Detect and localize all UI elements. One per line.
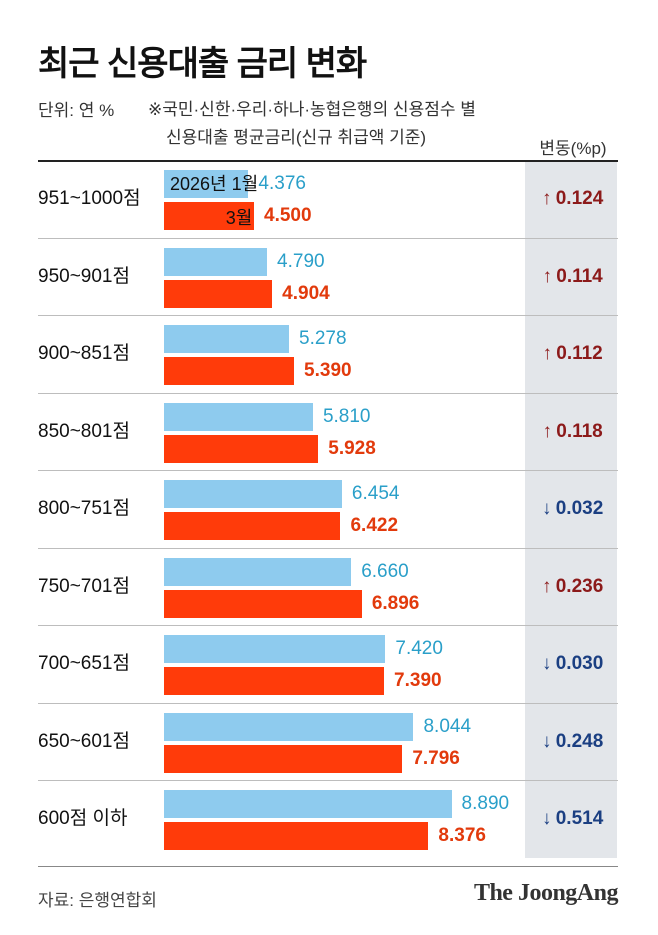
value-label-prev: 6.660 (361, 560, 409, 582)
bar-curr (164, 512, 341, 540)
change-value: ↑ 0.114 (527, 266, 617, 288)
change-text: 0.112 (556, 343, 603, 364)
category-label: 950~901점 (38, 265, 130, 287)
change-value: ↓ 0.032 (527, 498, 617, 520)
change-value: ↑ 0.112 (527, 343, 617, 365)
legend-prev-label: 2026년 1월 (170, 174, 259, 194)
bar-prev (164, 712, 414, 741)
arrow-up-icon: ↑ (542, 420, 553, 442)
bar-prev (164, 170, 249, 198)
value-label-curr: 6.896 (371, 592, 420, 614)
bar-curr (164, 202, 254, 230)
brand-logo: The JoongAng (473, 880, 619, 906)
value-label-prev: 6.454 (351, 483, 400, 504)
chart-title: 최근 신용대출 금리 변화 (38, 45, 367, 83)
category-label: 700~651점 (38, 653, 130, 674)
value-label-curr: 7.390 (394, 670, 442, 691)
bar-prev (164, 557, 352, 586)
bar-prev (164, 790, 452, 818)
change-text: 0.248 (555, 730, 604, 752)
category-label: 750~701점 (38, 575, 130, 597)
change-text: 0.514 (555, 808, 604, 829)
change-header: 변동(%p) (539, 139, 607, 158)
change-value: ↑ 0.118 (527, 421, 617, 443)
change-text: 0.236 (555, 575, 604, 597)
legend-curr-label: 3월 (225, 208, 253, 228)
category-label: 850~801점 (38, 420, 130, 442)
bar-curr (164, 279, 273, 308)
arrow-up-icon: ↑ (542, 265, 553, 287)
bar-curr (164, 822, 429, 850)
row-divider (38, 237, 618, 239)
category-label: 800~751점 (38, 498, 130, 519)
change-text: 0.030 (555, 653, 604, 674)
value-label-curr: 6.422 (350, 515, 399, 536)
category-label: 951~1000점 (38, 188, 141, 209)
change-value: ↓ 0.248 (527, 731, 617, 753)
bar-curr (164, 667, 385, 695)
bar-prev (164, 325, 289, 353)
change-column-bg (525, 160, 617, 858)
bar-prev (164, 635, 386, 663)
change-value: ↑ 0.124 (527, 188, 617, 210)
arrow-up-icon: ↑ (541, 188, 552, 209)
row-divider (38, 160, 618, 162)
value-label-curr: 5.390 (304, 360, 352, 381)
value-label-prev: 5.810 (322, 405, 371, 427)
arrow-down-icon: ↓ (541, 498, 552, 519)
bar-prev (164, 480, 342, 508)
chart-note: ※국민·신한·우리·하나·농협은행의 신용점수 별 신용대출 평균금리(신규 취… (148, 96, 568, 152)
change-value: ↓ 0.514 (527, 808, 617, 830)
bar-curr (164, 357, 295, 385)
row-divider (38, 625, 618, 626)
bar-prev (164, 402, 313, 431)
bar-curr (164, 434, 319, 463)
value-label-prev: 8.890 (461, 793, 510, 814)
change-value: ↓ 0.030 (527, 653, 617, 675)
row-divider (38, 702, 618, 704)
arrow-up-icon: ↑ (541, 575, 552, 597)
value-label-curr: 4.500 (264, 205, 312, 226)
row-divider (38, 315, 618, 316)
row-divider (38, 392, 618, 394)
value-label-prev: 4.376 (258, 173, 306, 194)
change-text: 0.124 (555, 188, 604, 209)
category-label: 900~851점 (38, 343, 130, 364)
value-label-curr: 8.376 (438, 825, 486, 846)
bar-curr (164, 589, 362, 618)
row-divider (38, 470, 618, 471)
value-label-curr: 7.796 (412, 747, 460, 769)
change-text: 0.118 (556, 420, 603, 442)
bar-prev (164, 247, 268, 276)
arrow-down-icon: ↓ (541, 730, 552, 752)
arrow-up-icon: ↑ (542, 343, 553, 364)
arrow-down-icon: ↓ (541, 808, 552, 829)
value-label-prev: 4.790 (277, 250, 325, 272)
value-label-prev: 8.044 (423, 715, 472, 737)
bar-curr (164, 744, 403, 773)
value-label-prev: 7.420 (395, 638, 443, 659)
row-divider (38, 780, 618, 781)
category-label: 600점 이하 (38, 808, 128, 829)
row-divider (38, 547, 618, 549)
source-label: 자료: 은행연합회 (38, 891, 157, 910)
value-label-curr: 5.928 (328, 437, 376, 459)
unit-label: 단위: 연 % (38, 101, 115, 120)
category-label: 650~601점 (38, 730, 130, 752)
arrow-down-icon: ↓ (541, 653, 552, 674)
footer-divider (38, 866, 618, 867)
change-text: 0.114 (556, 265, 603, 287)
note-line-1: ※국민·신한·우리·하나·농협은행의 신용점수 별 (148, 100, 476, 119)
change-text: 0.032 (555, 498, 604, 519)
note-line-2: 신용대출 평균금리(신규 취급액 기준) (166, 128, 427, 147)
change-value: ↑ 0.236 (527, 576, 617, 598)
value-label-curr: 4.904 (282, 282, 330, 304)
value-label-prev: 5.278 (299, 328, 347, 349)
